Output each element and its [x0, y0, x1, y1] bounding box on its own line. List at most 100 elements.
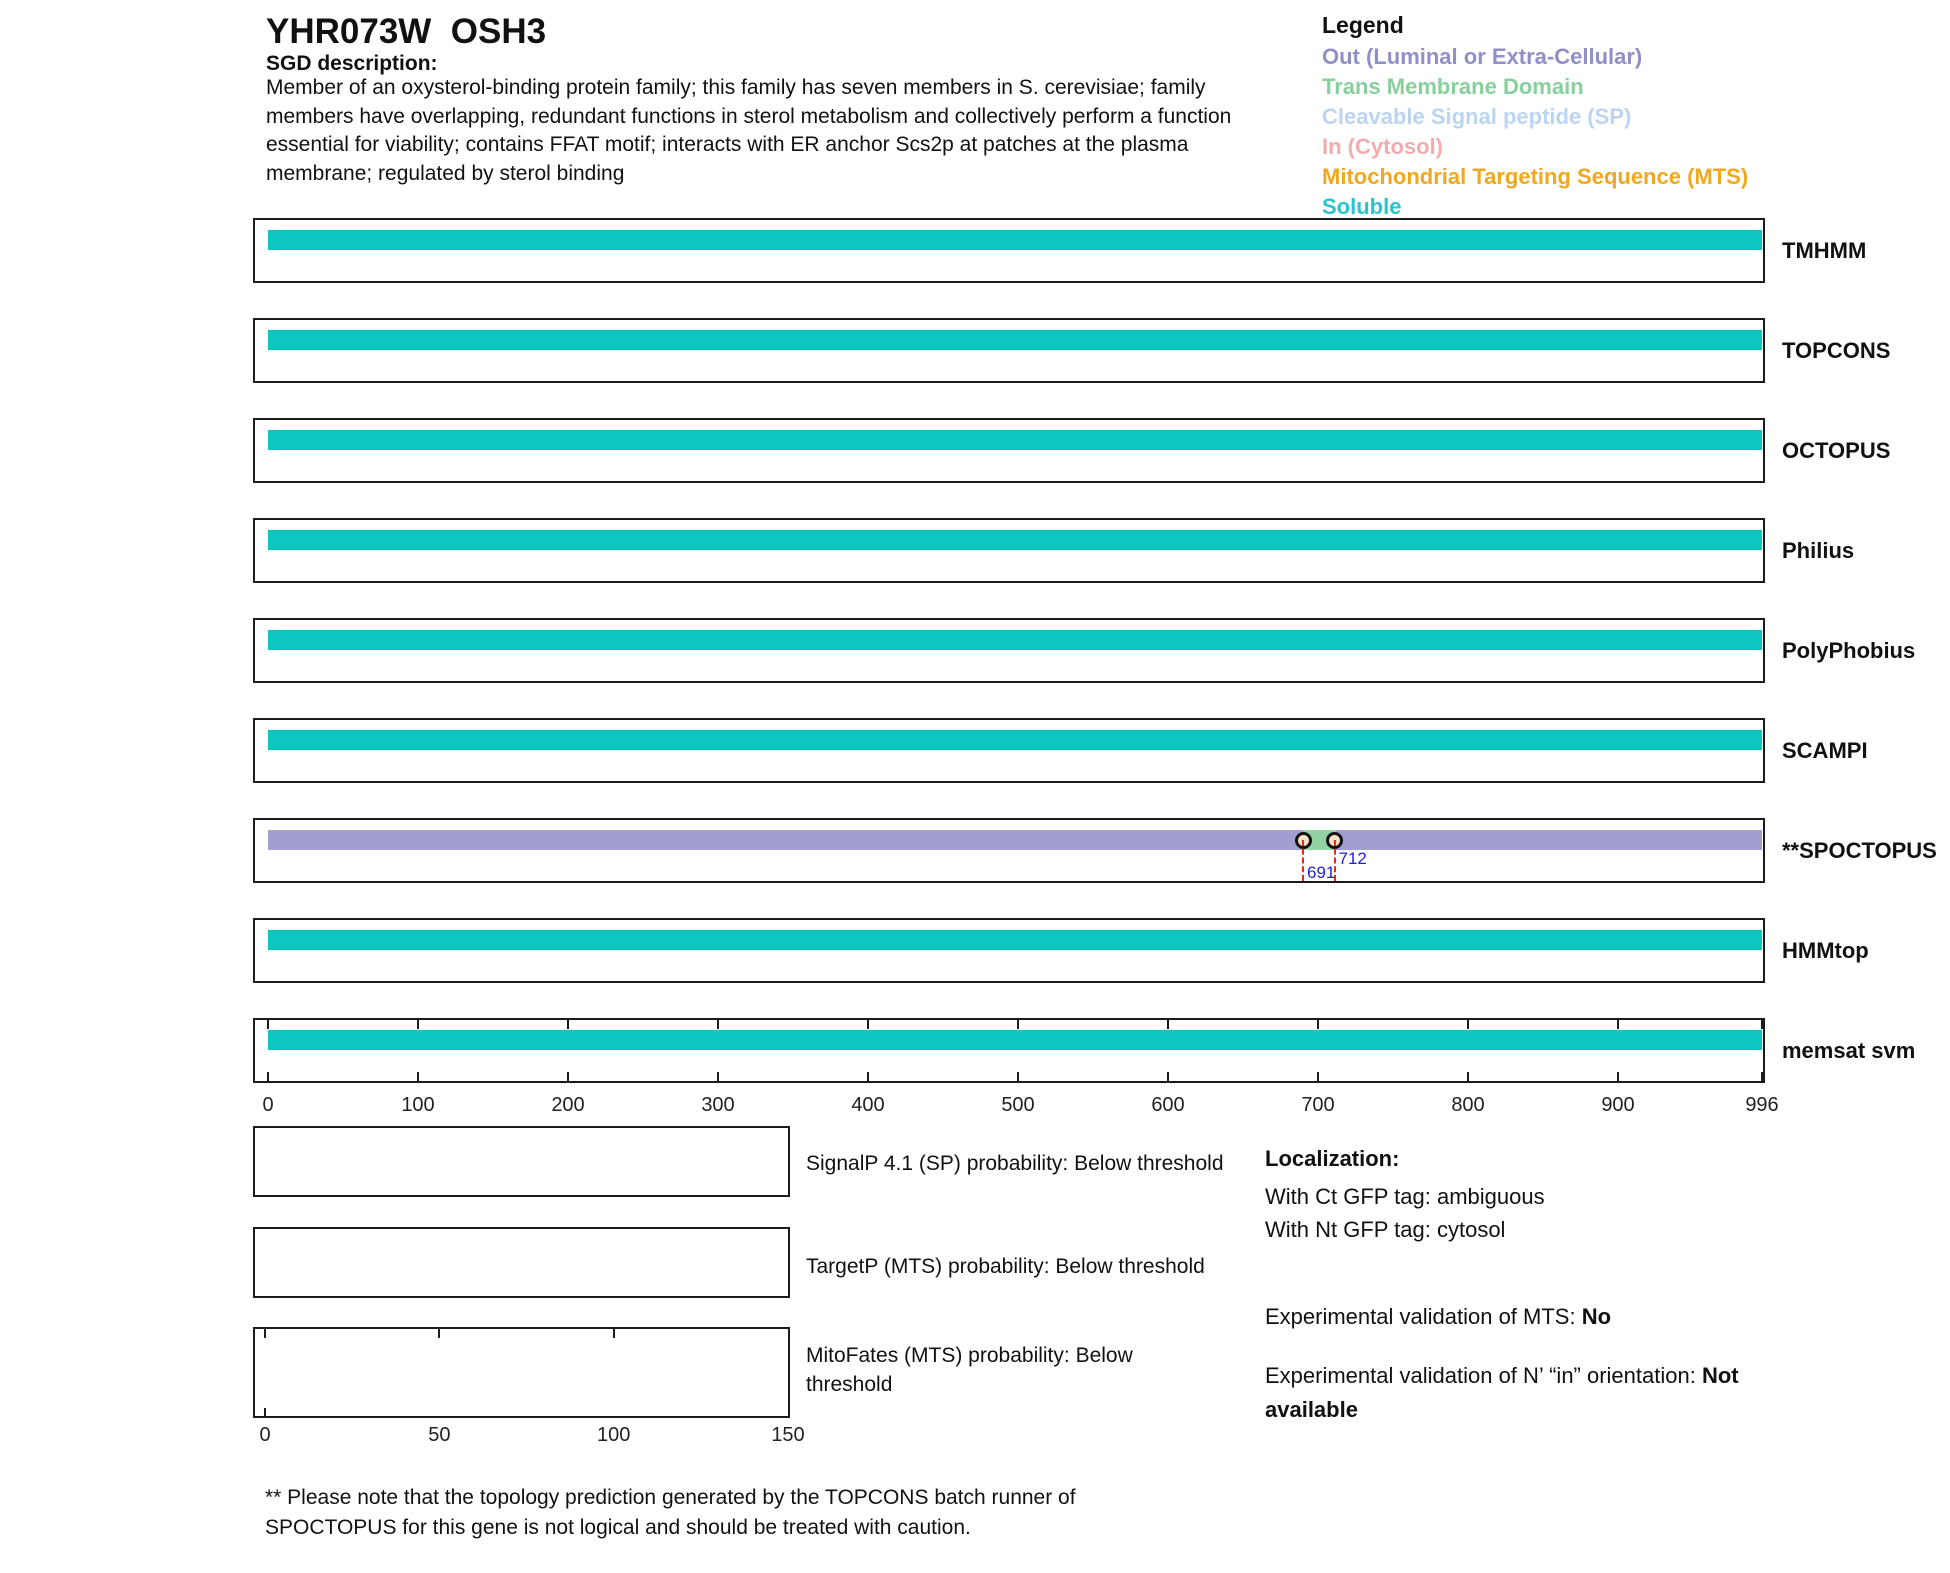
- track-row-scampi: SCAMPI: [253, 718, 1868, 783]
- mito-axis-tick: [612, 1329, 615, 1338]
- track-row-philius: Philius: [253, 518, 1854, 583]
- x-axis-tick-label: 900: [1601, 1094, 1635, 1116]
- axis-tick: [1167, 1020, 1169, 1029]
- boundary-position-label: 712: [1338, 849, 1367, 868]
- page-title: YHR073W OSH3: [266, 12, 547, 51]
- track-label-scampi: SCAMPI: [1782, 737, 1868, 763]
- mitofates-axis: 0 50 100 150: [253, 1424, 813, 1448]
- track-row-hmmtop: HMMtop: [253, 918, 1869, 983]
- prediction-segment-out: [1336, 830, 1762, 850]
- track-row-topcons: TOPCONS: [253, 318, 1890, 383]
- signalp-plot-box: [253, 1126, 790, 1197]
- axis-tick: [1617, 1072, 1619, 1081]
- prediction-segment-soluble: [268, 630, 1762, 650]
- x-axis-tick-label: 800: [1451, 1094, 1485, 1116]
- targetp-label: TargetP (MTS) probability: Below thresho…: [806, 1255, 1205, 1278]
- axis-tick: [417, 1020, 419, 1029]
- sgd-description-line: members have overlapping, redundant func…: [266, 104, 1232, 128]
- signalp-label: SignalP 4.1 (SP) probability: Below thre…: [806, 1152, 1224, 1175]
- axis-tick: [1467, 1020, 1469, 1029]
- axis-tick: [1317, 1072, 1319, 1081]
- sgd-description-line: Member of an oxysterol-binding protein f…: [266, 76, 1206, 99]
- localization-nt-line: With Nt GFP tag: cytosol: [1265, 1217, 1506, 1242]
- mts-validation-line: Experimental validation of MTS: No: [1265, 1304, 1611, 1330]
- axis-tick: [1317, 1020, 1319, 1029]
- mito-axis-tick-label: 50: [428, 1424, 451, 1446]
- x-axis-tick-label: 700: [1301, 1094, 1335, 1116]
- footnote: ** Please note that the topology predict…: [265, 1483, 1076, 1543]
- sequence-axis: 0 100 200 300 400 500 600 700 800 900 996: [253, 1094, 1813, 1118]
- track-row-spoctopus: **SPOCTOPUS 691 712: [253, 818, 1937, 883]
- track-label-hmmtop: HMMtop: [1782, 937, 1869, 963]
- orientation-validation-prefix: Experimental validation of N’ “in” orien…: [1265, 1363, 1702, 1388]
- x-axis-tick-label: 300: [701, 1094, 735, 1116]
- axis-tick: [1017, 1072, 1019, 1081]
- axis-tick: [717, 1072, 719, 1081]
- x-axis-tick-label: 200: [551, 1094, 585, 1116]
- track-label-spoctopus: **SPOCTOPUS: [1782, 837, 1937, 863]
- prediction-segment-soluble: [268, 230, 1762, 250]
- sgd-description-line: essential for viability; contains FFAT m…: [266, 133, 1189, 156]
- track-frame: [253, 518, 1765, 583]
- axis-tick: [1761, 1072, 1763, 1081]
- sgd-description-heading: SGD description:: [266, 52, 438, 75]
- localization-ct-line: With Ct GFP tag: ambiguous: [1265, 1184, 1545, 1209]
- mts-validation-prefix: Experimental validation of MTS:: [1265, 1304, 1582, 1329]
- track-frame: [253, 918, 1765, 983]
- legend-item-tm: Trans Membrane Domain: [1322, 74, 1584, 99]
- boundary-position-label: 691: [1307, 863, 1336, 882]
- axis-tick: [867, 1020, 869, 1029]
- track-frame: [253, 818, 1765, 883]
- x-axis-tick-label: 100: [401, 1094, 435, 1116]
- track-frame: [253, 718, 1765, 783]
- prediction-segment-soluble: [268, 530, 1762, 550]
- legend-item-out: Out (Luminal or Extra-Cellular): [1322, 44, 1643, 69]
- sgd-description-line: membrane; regulated by sterol binding: [266, 161, 625, 185]
- axis-tick: [867, 1072, 869, 1081]
- prediction-segment-soluble: [268, 730, 1762, 750]
- boundary-guide-line: [1302, 840, 1304, 881]
- track-row-tmhmm: TMHMM: [253, 218, 1866, 283]
- legend-item-mts: Mitochondrial Targeting Sequence (MTS): [1322, 164, 1749, 189]
- track-frame: [253, 618, 1765, 683]
- localization-heading: Localization:: [1265, 1146, 1400, 1171]
- prediction-segment-soluble: [268, 430, 1762, 450]
- sgd-description-text: Member of an oxysterol-binding protein f…: [266, 74, 1231, 188]
- axis-tick: [567, 1072, 569, 1081]
- track-frame: [253, 1018, 1765, 1083]
- legend-item-in: In (Cytosol): [1322, 134, 1443, 159]
- axis-tick: [717, 1020, 719, 1029]
- legend-item-sp: Cleavable Signal peptide (SP): [1322, 104, 1632, 129]
- x-axis-tick-label: 0: [262, 1094, 274, 1116]
- footnote-line: ** Please note that the topology predict…: [265, 1486, 1076, 1509]
- axis-tick: [567, 1020, 569, 1029]
- prediction-segment-soluble: [268, 930, 1762, 950]
- axis-tick: [1017, 1020, 1019, 1029]
- legend-title: Legend: [1322, 12, 1404, 38]
- legend-item-soluble: Soluble: [1322, 194, 1402, 219]
- mitofates-plot-box: [253, 1327, 790, 1418]
- track-frame: [253, 218, 1765, 283]
- axis-tick: [1761, 1020, 1763, 1029]
- axis-tick: [417, 1072, 419, 1081]
- boundary-guide-line: [1333, 840, 1336, 881]
- x-axis-tick-label: 996: [1745, 1094, 1779, 1116]
- track-label-memsat-svm: memsat svm: [1782, 1037, 1916, 1063]
- track-row-octopus: OCTOPUS: [253, 418, 1890, 483]
- x-axis-tick-label: 600: [1151, 1094, 1185, 1116]
- mito-axis-tick-label: 0: [259, 1424, 271, 1446]
- prediction-segment-out: [268, 830, 1303, 850]
- track-label-topcons: TOPCONS: [1782, 337, 1891, 363]
- track-label-polyphobius: PolyPhobius: [1782, 637, 1916, 663]
- legend: Out (Luminal or Extra-Cellular) Trans Mem…: [1322, 42, 1748, 222]
- track-row-polyphobius: PolyPhobius: [253, 618, 1915, 683]
- mito-axis-tick: [264, 1329, 266, 1338]
- mito-axis-tick: [438, 1329, 441, 1338]
- mitofates-label: MitoFates (MTS) probability: Below thres…: [806, 1344, 1133, 1396]
- track-label-octopus: OCTOPUS: [1782, 437, 1891, 463]
- footnote-line: SPOCTOPUS for this gene is not logical a…: [265, 1516, 971, 1539]
- mito-axis-tick-label: 150: [771, 1424, 805, 1446]
- mito-axis-tick: [264, 1408, 266, 1416]
- orientation-validation-value: Not available: [1265, 1363, 1739, 1422]
- prediction-segment-soluble: [268, 1030, 1762, 1050]
